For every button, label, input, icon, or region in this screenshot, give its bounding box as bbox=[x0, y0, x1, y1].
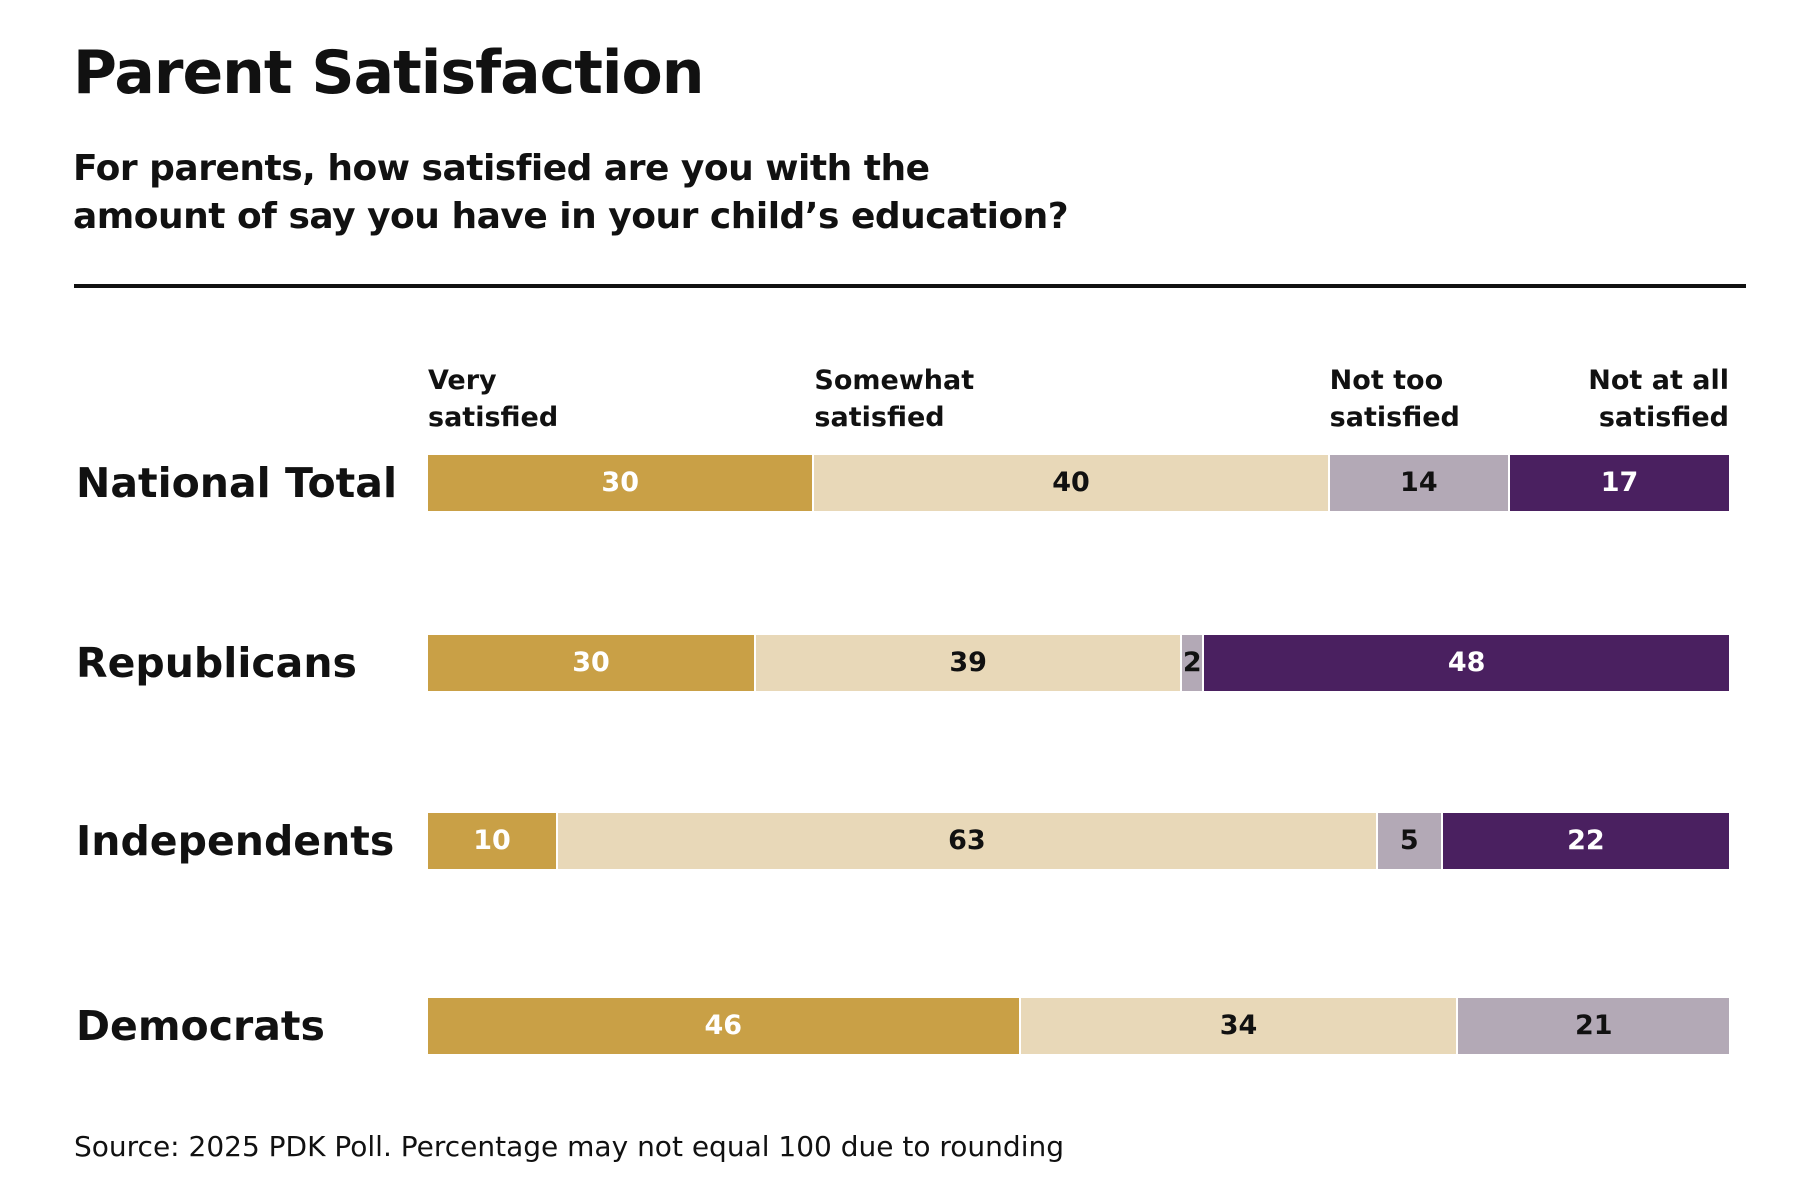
value-label: 10 bbox=[473, 825, 511, 856]
value-label: 63 bbox=[948, 825, 986, 856]
value-label: 22 bbox=[1567, 825, 1605, 856]
value-label: 39 bbox=[949, 647, 987, 678]
row-label: Republicans bbox=[76, 639, 357, 687]
bar-segment bbox=[1377, 813, 1441, 869]
legend-label: Very satisfied bbox=[428, 365, 559, 433]
bar-segment bbox=[1510, 455, 1729, 511]
value-label: 34 bbox=[1219, 1010, 1258, 1041]
bar-segment bbox=[428, 998, 1019, 1054]
bar-segment bbox=[1020, 998, 1457, 1054]
legend-label: Not at all satisfied bbox=[1588, 365, 1729, 433]
value-label: 46 bbox=[704, 1010, 743, 1041]
row-label: Democrats bbox=[76, 1002, 325, 1050]
value-label: 2 bbox=[1182, 647, 1202, 678]
value-label: 5 bbox=[1399, 825, 1419, 856]
bar-segment bbox=[1458, 998, 1729, 1054]
bar-segment bbox=[1329, 455, 1508, 511]
row-label: Independents bbox=[76, 817, 395, 865]
bar-segment bbox=[1204, 635, 1729, 691]
bar-segment bbox=[1442, 813, 1729, 869]
bar-segment bbox=[1182, 635, 1203, 691]
bar-segment bbox=[814, 455, 1328, 511]
bar-segment bbox=[558, 813, 1376, 869]
bar-segment bbox=[428, 455, 813, 511]
source: Source: 2025 PDK Poll. Percentage may no… bbox=[74, 1130, 1064, 1163]
value-label: 48 bbox=[1447, 647, 1486, 678]
divider bbox=[74, 284, 1746, 288]
value-label: 40 bbox=[1052, 467, 1090, 498]
chart-title: Parent Satisfaction bbox=[73, 38, 704, 108]
row-label: National Total bbox=[76, 459, 397, 507]
subtitle: amount of say you have in your child’s e… bbox=[73, 196, 1069, 237]
legend-label: Somewhat satisfied bbox=[814, 365, 975, 433]
legend-label: Not too satisfied bbox=[1329, 365, 1460, 433]
value-label: 21 bbox=[1574, 1010, 1613, 1041]
value-label: 14 bbox=[1400, 467, 1438, 498]
bar-segment bbox=[755, 635, 1181, 691]
bar-segment bbox=[428, 635, 754, 691]
value-label: 30 bbox=[601, 467, 639, 498]
bar-segment bbox=[428, 813, 557, 869]
subtitle: For parents, how satisfied are you with … bbox=[73, 148, 930, 189]
value-label: 17 bbox=[1600, 467, 1639, 498]
value-label: 30 bbox=[572, 647, 610, 678]
